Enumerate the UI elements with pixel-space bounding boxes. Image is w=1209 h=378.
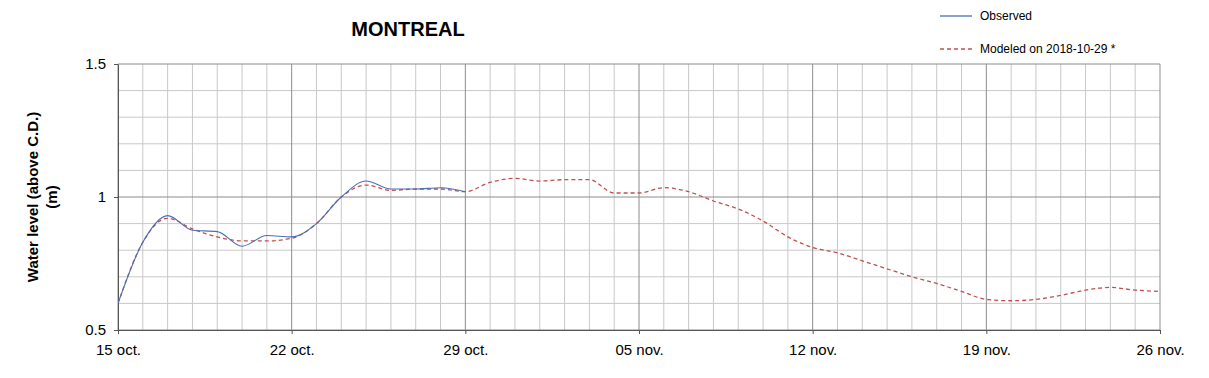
y-tick: 1 <box>98 188 118 205</box>
x-tick: 19 nov. <box>963 330 1011 358</box>
x-tick: 26 nov. <box>1136 330 1184 358</box>
x-tick-mark <box>1160 330 1161 334</box>
legend-swatch <box>940 15 972 16</box>
legend-label: Modeled on 2018-10-29 * <box>980 42 1116 56</box>
x-tick-label: 22 oct. <box>270 341 315 358</box>
grid <box>118 64 1160 330</box>
chart: 0.5 1 1.5 15 oct. 22 oct. 29 oct. 05 nov. 12 no… <box>0 0 1209 378</box>
y-tick: 0.5 <box>85 321 118 338</box>
series-line <box>118 178 1160 303</box>
series-line <box>118 181 465 303</box>
x-tick: 22 oct. <box>270 330 315 358</box>
x-tick: 15 oct. <box>96 330 141 358</box>
y-axis-title-line: (m) <box>43 185 60 208</box>
y-grid-line <box>118 64 1160 65</box>
y-tick-mark <box>114 64 118 65</box>
legend: Observed Modeled on 2018-10-29 * <box>940 9 1116 56</box>
x-tick-mark <box>639 330 640 334</box>
x-tick-mark <box>986 330 987 334</box>
x-tick-mark <box>118 330 119 334</box>
x-tick-label: 19 nov. <box>963 341 1011 358</box>
legend-label: Observed <box>980 9 1032 23</box>
title: MONTREAL <box>351 18 464 40</box>
x-tick: 05 nov. <box>615 330 663 358</box>
x-tick: 12 nov. <box>789 330 837 358</box>
y-tick-mark <box>114 197 118 198</box>
y-tick-mark <box>114 330 118 331</box>
x-tick-label: 05 nov. <box>615 341 663 358</box>
y-grid-line <box>118 197 1160 198</box>
x-tick-mark <box>465 330 466 334</box>
x-tick-label: 15 oct. <box>96 341 141 358</box>
y-axis-title-line: Water level (above C.D.) <box>24 112 41 282</box>
y-axis-title: Water level (above C.D.)(m) <box>24 112 60 282</box>
y-axis-line <box>118 65 119 331</box>
y-axis: 0.5 1 1.5 <box>85 55 118 338</box>
x-tick-label: 29 oct. <box>443 341 488 358</box>
x-tick-mark <box>292 330 293 334</box>
x-tick-mark <box>813 330 814 334</box>
x-tick-label: 26 nov. <box>1136 341 1184 358</box>
y-tick-label: 1 <box>98 188 106 205</box>
y-tick-label: 1.5 <box>85 55 106 72</box>
plot-area <box>118 178 1160 303</box>
x-tick: 29 oct. <box>443 330 488 358</box>
y-tick: 1.5 <box>85 55 118 72</box>
y-tick-label: 0.5 <box>85 321 106 338</box>
x-tick-label: 12 nov. <box>789 341 837 358</box>
legend-swatch <box>940 48 972 49</box>
x-axis: 15 oct. 22 oct. 29 oct. 05 nov. 12 nov. 19 no… <box>96 330 1185 358</box>
